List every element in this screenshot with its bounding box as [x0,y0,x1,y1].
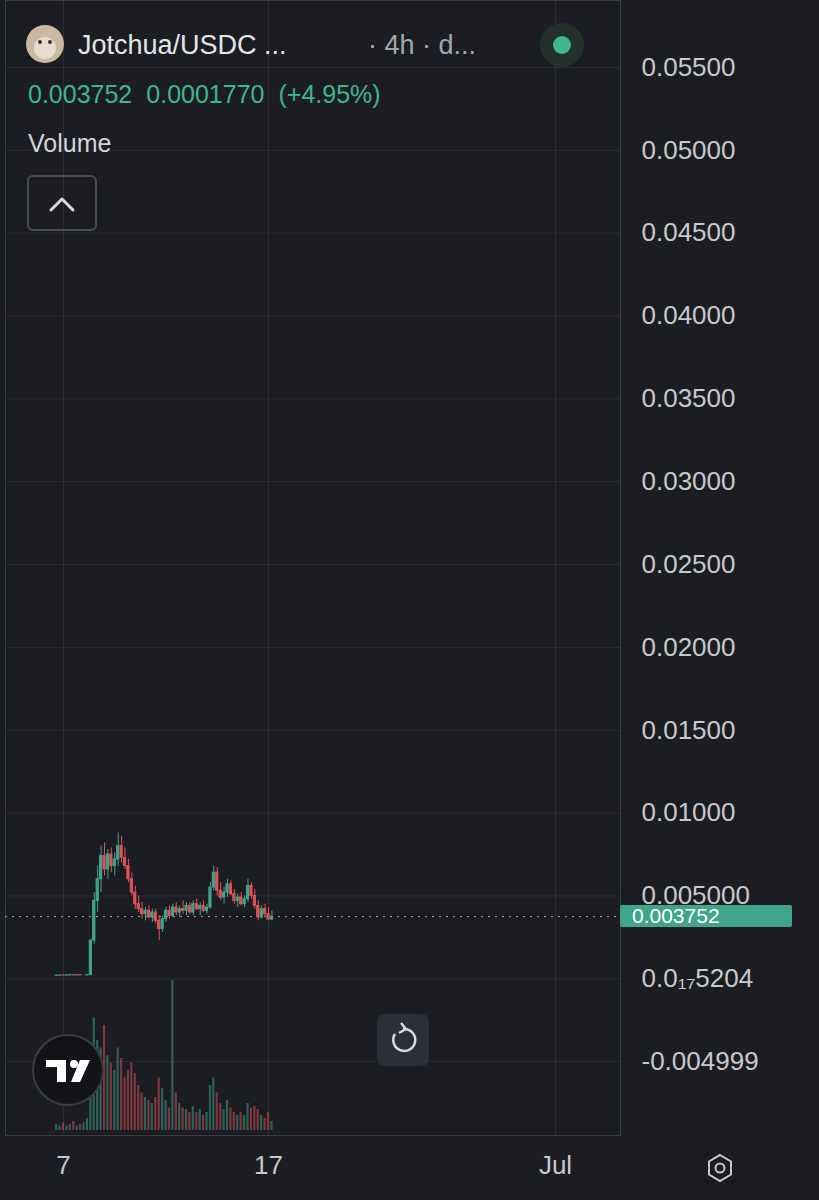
html-text:Jotchua/USDC ...: Jotchua/USDC ... [78,30,287,60]
html-text:0.003752: 0.003752 [28,80,133,108]
svg-text:0.05500: 0.05500 [642,52,736,82]
svg-text:0.04500: 0.04500 [642,217,736,247]
svg-text:0.02500: 0.02500 [642,549,736,579]
svg-text:0.0₁₇5204: 0.0₁₇5204 [642,963,754,993]
html-text:0.0001770: 0.0001770 [146,80,265,108]
svg-text:0.03000: 0.03000 [642,466,736,496]
svg-text:0.01500: 0.01500 [642,715,736,745]
html-text:(+4.95%): (+4.95%) [278,80,381,108]
svg-text:7: 7 [56,1150,70,1180]
svg-text:0.005000: 0.005000 [641,880,750,911]
svg-text:17: 17 [254,1150,283,1180]
svg-text:Jul: Jul [539,1150,572,1180]
svg-text:0.01000: 0.01000 [642,797,736,827]
svg-text:0.03500: 0.03500 [642,383,736,413]
svg-text:0.05000: 0.05000 [642,135,736,165]
svg-text:0.02000: 0.02000 [642,632,736,662]
svg-text:-0.004999: -0.004999 [642,1046,759,1076]
html-text:Volume: Volume [28,129,112,157]
html-text:· 4h · d...: · 4h · d... [368,30,476,60]
svg-text:0.04000: 0.04000 [642,300,736,330]
html-text:0.003752: 0.003752 [632,904,720,928]
